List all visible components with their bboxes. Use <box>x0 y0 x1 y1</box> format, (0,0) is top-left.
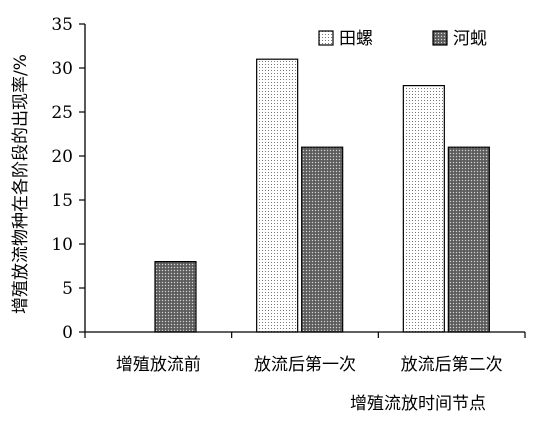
y-tick-label-6: 30 <box>51 59 73 79</box>
bar-series-1-cat-0 <box>154 261 197 333</box>
legend-swatch-series-0 <box>318 30 334 46</box>
bar-series-0-cat-2 <box>402 84 445 333</box>
legend-label-series-1: 河蚬 <box>453 29 487 49</box>
legend: 田螺 河蚬 <box>318 29 487 49</box>
x-axis-title: 增殖流放时间节点 <box>350 394 486 414</box>
y-tick-label-5: 25 <box>51 103 73 123</box>
y-tick-label-3: 15 <box>51 191 73 211</box>
y-tick-label-1: 5 <box>62 279 73 299</box>
y-tick-label-7: 35 <box>51 15 73 35</box>
x-axis-ticks: 增殖放流前 放流后第一次 放流后第二次 <box>84 332 526 375</box>
y-tick-label-2: 10 <box>51 235 73 255</box>
y-axis-title: 增殖放流物种在各阶段的出现率/% <box>11 54 31 314</box>
x-category-label-0: 增殖放流前 <box>116 355 201 375</box>
x-category-label-1: 放流后第一次 <box>254 355 356 375</box>
bars-group <box>154 58 490 333</box>
bar-series-0-cat-1 <box>256 58 299 333</box>
legend-swatch-series-1 <box>432 30 448 46</box>
y-tick-label-4: 20 <box>51 147 73 167</box>
bar-series-1-cat-2 <box>447 146 490 333</box>
plot-area: 0 5 10 15 20 25 30 35 增殖放流前 放流后第一次 放流后第二次 <box>51 15 526 375</box>
y-tick-label-0: 0 <box>62 323 73 343</box>
x-category-label-2: 放流后第二次 <box>401 355 503 375</box>
y-axis-ticks: 0 5 10 15 20 25 30 35 <box>51 15 85 343</box>
legend-label-series-0: 田螺 <box>339 29 373 49</box>
bar-series-1-cat-1 <box>301 146 344 333</box>
